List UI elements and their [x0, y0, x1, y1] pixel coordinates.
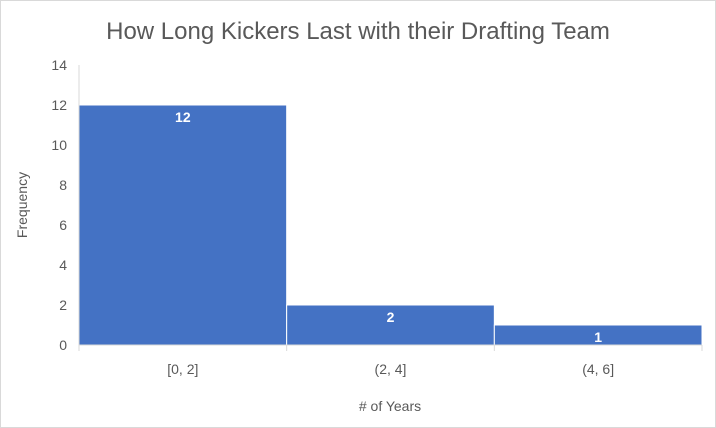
data-label-3: 1 [594, 329, 602, 345]
y-tick-label: 8 [59, 177, 67, 193]
x-axis-label: # of Years [359, 398, 421, 414]
y-axis-ticks: 0 2 4 6 8 10 12 14 [51, 57, 67, 353]
x-tick-label: (4, 6] [582, 361, 614, 377]
y-tick-label: 10 [51, 137, 67, 153]
y-tick-label: 12 [51, 97, 67, 113]
y-tick-label: 14 [51, 57, 67, 73]
data-labels-group: 12 2 1 [175, 109, 602, 345]
bar-1 [78, 104, 288, 346]
bars-group [78, 104, 703, 346]
y-tick-label: 0 [59, 337, 67, 353]
x-tick-label: [0, 2] [167, 361, 198, 377]
data-label-1: 12 [175, 109, 191, 125]
y-tick-label: 2 [59, 297, 67, 313]
x-tick-label: (2, 4] [375, 361, 407, 377]
x-axis-ticks: [0, 2] (2, 4] (4, 6] [78, 345, 703, 377]
y-axis-label: Frequency [14, 172, 30, 238]
chart-title: How Long Kickers Last with their Draftin… [106, 18, 610, 45]
bar-2 [286, 304, 495, 346]
data-label-2: 2 [387, 309, 395, 325]
y-tick-label: 4 [59, 257, 67, 273]
y-tick-label: 6 [59, 217, 67, 233]
